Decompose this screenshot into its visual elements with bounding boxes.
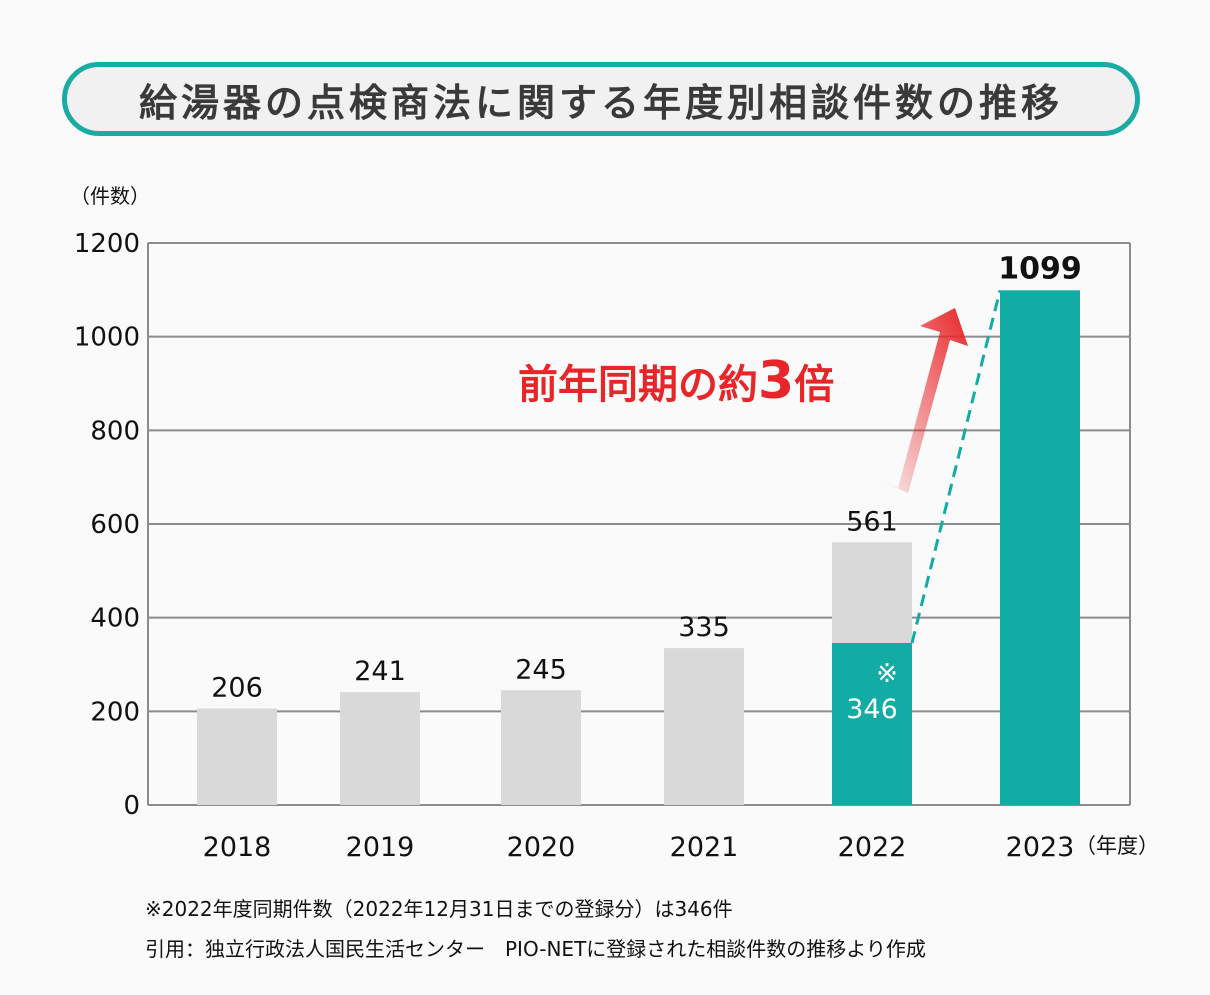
data-label: 1099 (998, 251, 1082, 286)
annotation-emphasis: 3 (758, 351, 794, 411)
y-tick-label: 1200 (74, 229, 140, 259)
bar-2018 (197, 708, 277, 805)
data-label: 561 (846, 506, 898, 537)
x-tick-label: 2020 (507, 832, 576, 863)
increase-arrow (868, 308, 968, 493)
y-tick-label: 1000 (74, 323, 140, 353)
y-tick-label: 400 (90, 604, 140, 634)
data-label: 206 (211, 673, 263, 704)
comparison-dashed-line (910, 289, 1002, 644)
bar-2019 (340, 692, 420, 805)
x-axis-label: （年度） (1075, 834, 1159, 858)
bar-2020 (501, 690, 581, 805)
same-period-label: 346 (846, 694, 898, 725)
y-tick-label: 800 (90, 416, 140, 446)
annotation-text: 前年同期の約 (518, 362, 758, 408)
x-tick-label: 2019 (346, 832, 415, 863)
bar-2023 (1000, 290, 1080, 806)
chart-title-box: 給湯器の点検商法に関する年度別相談件数の推移 (62, 62, 1140, 136)
x-tick-label: 2018 (203, 832, 272, 863)
data-label: 241 (354, 656, 406, 687)
x-tick-label: 2023 (1006, 832, 1075, 863)
annotation-suffix: 倍 (794, 362, 834, 408)
footnote-2: 引用：独立行政法人国民生活センター PIO-NETに登録された相談件数の推移より… (145, 937, 926, 961)
y-axis-label: （件数） (70, 184, 150, 208)
same-period-marker: ※ (876, 659, 898, 689)
data-label: 335 (678, 612, 730, 643)
x-tick-label: 2022 (838, 832, 907, 863)
chart-title: 給湯器の点検商法に関する年度別相談件数の推移 (138, 80, 1063, 125)
bar-2022-same-period (832, 642, 912, 805)
y-tick-label: 600 (90, 510, 140, 540)
y-tick-label: 200 (90, 697, 140, 727)
data-label: 245 (515, 654, 567, 685)
bar-2021 (664, 648, 744, 805)
y-tick-label: 0 (123, 791, 140, 821)
footnote-1: ※2022年度同期件数（2022年12月31日までの登録分）は346件 (145, 897, 733, 921)
annotation: 前年同期の約3倍 (518, 351, 834, 411)
x-tick-label: 2021 (670, 832, 739, 863)
